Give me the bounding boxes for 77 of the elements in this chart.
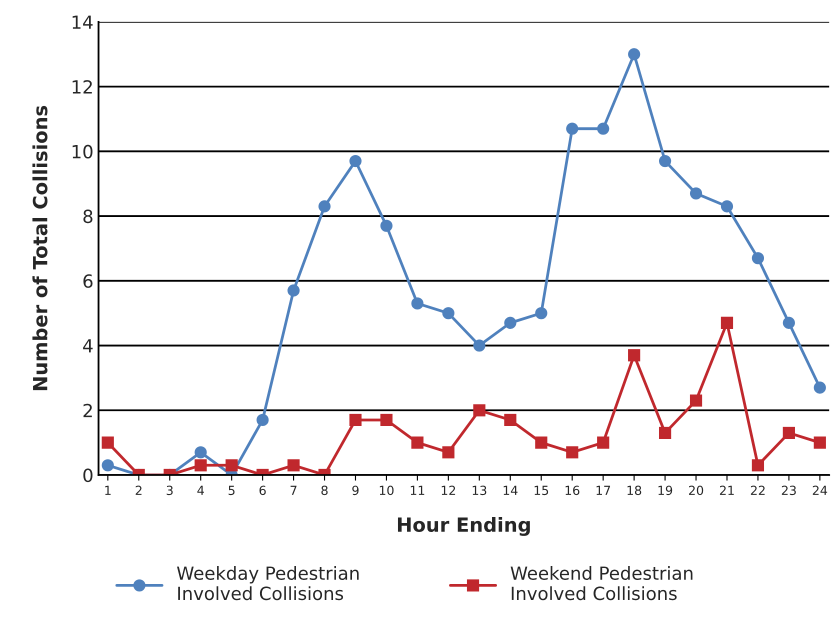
x-tick-label: 24 [812,486,828,495]
point [349,154,362,168]
point [690,187,702,200]
point [814,436,826,449]
y-tick-label: 4 [83,339,93,352]
x-tick-label: 3 [166,486,173,496]
point [380,414,393,426]
point [597,122,610,135]
x-tick-label: 4 [197,486,204,495]
point [504,316,516,329]
y-tick-label: 0 [83,468,92,482]
point [102,459,114,472]
x-tick-label: 12 [442,486,456,495]
point [473,404,486,416]
point [102,436,114,449]
legend-label: Weekend Pedestrian Involved Collisions [510,566,692,600]
point [411,297,424,310]
point [814,382,826,394]
point [782,426,795,439]
y-axis-title: Number of Total Collisions [32,106,48,390]
x-tick-label: 13 [472,486,486,496]
point [473,339,486,352]
point [628,48,640,60]
x-tick-label: 15 [534,486,548,496]
point [287,284,300,297]
point [628,349,640,362]
point [442,446,454,458]
x-tick-label: 5 [228,486,235,496]
y-tick-label: 6 [83,274,93,288]
legend-label: Weekday Pedestrian Involved Collisions [177,566,359,600]
x-tick-label: 8 [321,486,328,496]
x-tick-label: 21 [720,486,734,495]
x-tick-label: 16 [566,486,580,496]
x-tick-label: 7 [290,486,296,495]
x-tick-label: 10 [380,486,394,496]
y-tick-label: 14 [72,16,93,29]
x-tick-label: 17 [596,486,610,495]
point [566,446,578,458]
x-tick-label: 14 [504,486,518,495]
point [380,220,393,232]
y-tick-label: 8 [83,210,92,224]
y-tick-label: 10 [72,144,92,158]
point [690,394,702,407]
point [659,426,672,439]
x-tick-label: 23 [782,486,796,496]
x-tick-label: 9 [352,486,359,496]
x-tick-label: 2 [136,486,142,495]
x-tick-label: 19 [658,486,672,496]
point [720,200,734,212]
x-tick-label: 1 [105,486,111,495]
y-tick-label: 2 [84,404,92,418]
point [442,307,454,320]
point [566,122,578,135]
point [535,436,548,449]
y-tick-label: 12 [72,80,92,94]
point [782,316,795,329]
point [287,459,300,472]
point [720,316,734,329]
point [752,252,764,264]
point [318,200,331,212]
x-tick-label: 6 [260,486,266,496]
x-tick-label: 18 [628,486,642,496]
point [659,154,672,168]
point [752,459,764,472]
point [349,414,362,426]
point [226,459,238,472]
x-tick-label: 22 [750,486,765,495]
point [535,307,548,320]
point [411,436,424,449]
point [194,459,207,472]
point [256,414,269,426]
x-axis-title: Hour Ending [398,516,530,536]
point [597,436,610,449]
x-tick-label: 11 [410,486,424,495]
point [194,446,207,458]
point [504,414,516,426]
x-tick-label: 20 [688,486,704,496]
